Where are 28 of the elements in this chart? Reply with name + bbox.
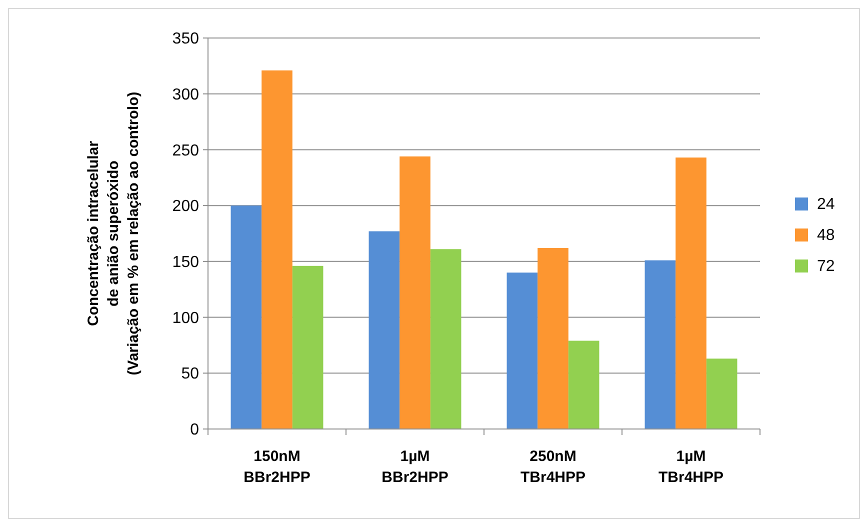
x-tick-label: 250nM TBr4HPP [520,448,586,486]
y-tick-label: 100 [172,310,200,327]
bar [430,249,462,429]
bar [506,272,538,429]
y-tick-label: 350 [172,30,200,48]
bar [230,206,262,429]
bar [706,358,738,429]
bar [400,156,430,429]
y-axis-title: Concentração intracelular de anião superóxido (Variação em % em relação ao controlo) [85,92,142,376]
x-tick-label: 1µM TBr4HPP [658,448,724,486]
x-tick-label: 1µM BBr2HPP [382,448,448,486]
y-tick-label: 250 [172,142,200,160]
bar [368,231,400,429]
y-tick-label: 200 [172,198,200,216]
y-tick-label: 300 [172,86,200,104]
x-tick-label: 150nM BBr2HPP [244,448,310,486]
bar [292,266,324,429]
bar [262,70,292,429]
bar [538,248,568,429]
y-tick-label: 150 [172,254,200,272]
legend-label: 24 [817,196,835,214]
bar [676,158,706,429]
legend-label: 72 [817,258,835,276]
legend-label: 48 [817,227,835,244]
bar [568,340,600,429]
y-tick-label: 0 [190,422,200,439]
bar [644,260,676,429]
y-tick-label: 50 [181,366,200,383]
